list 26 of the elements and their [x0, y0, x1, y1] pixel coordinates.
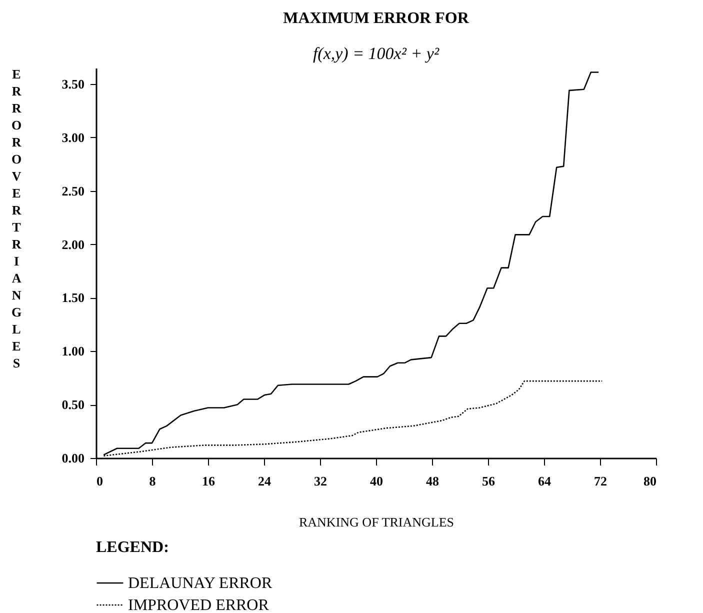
x-tick-label: 56 [482, 474, 496, 488]
x-tick-label: 0 [96, 474, 103, 488]
x-axis-title: RANKING OF TRIANGLES [298, 514, 454, 530]
x-tick-label: 40 [370, 474, 383, 488]
x-tick-label: 64 [538, 474, 552, 488]
legend-title: LEGEND: [96, 539, 169, 556]
chart-title: MAXIMUM ERROR FOR [283, 10, 470, 27]
x-tick-label: 32 [314, 474, 327, 488]
y-tick-label: 1.50 [62, 290, 84, 306]
y-tick-label: 1.00 [62, 344, 84, 359]
y-tick-label: 0.00 [62, 450, 84, 466]
y-tick-label: 0.50 [62, 397, 84, 412]
x-tick-label: 16 [202, 474, 216, 488]
legend-label: DELAUNAY ERROR [128, 575, 272, 592]
legend-label: IMPROVED ERROR [128, 597, 270, 613]
y-tick-label: 3.50 [62, 76, 84, 92]
x-tick-label: 48 [426, 474, 440, 488]
y-tick-label: 2.00 [62, 236, 84, 252]
y-tick-label: 2.50 [62, 183, 84, 198]
chart-subtitle: f(x,y) = 100x² + y² [312, 44, 440, 63]
x-tick-label: 24 [258, 474, 272, 488]
x-tick-label: 8 [149, 474, 156, 488]
y-tick-label: 3.00 [62, 130, 84, 145]
x-tick-label: 72 [594, 474, 607, 488]
text: ERROR OVER TRIANGLES [11, 66, 22, 370]
x-tick-label: 80 [644, 474, 656, 488]
